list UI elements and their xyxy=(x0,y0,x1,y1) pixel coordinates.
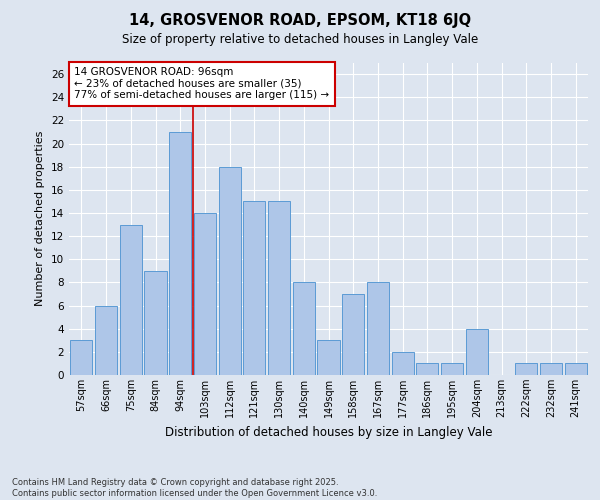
Bar xyxy=(293,282,315,375)
Bar xyxy=(268,202,290,375)
Bar xyxy=(70,340,92,375)
Text: Contains HM Land Registry data © Crown copyright and database right 2025.
Contai: Contains HM Land Registry data © Crown c… xyxy=(12,478,377,498)
Text: Size of property relative to detached houses in Langley Vale: Size of property relative to detached ho… xyxy=(122,32,478,46)
Bar xyxy=(392,352,414,375)
Bar xyxy=(95,306,117,375)
Y-axis label: Number of detached properties: Number of detached properties xyxy=(35,131,46,306)
Bar xyxy=(145,271,167,375)
Bar xyxy=(169,132,191,375)
Bar xyxy=(194,213,216,375)
Bar xyxy=(342,294,364,375)
Bar xyxy=(218,166,241,375)
Bar xyxy=(441,364,463,375)
Bar xyxy=(565,364,587,375)
Bar xyxy=(119,224,142,375)
X-axis label: Distribution of detached houses by size in Langley Vale: Distribution of detached houses by size … xyxy=(165,426,492,438)
Text: 14, GROSVENOR ROAD, EPSOM, KT18 6JQ: 14, GROSVENOR ROAD, EPSOM, KT18 6JQ xyxy=(129,12,471,28)
Bar xyxy=(243,202,265,375)
Text: 14 GROSVENOR ROAD: 96sqm
← 23% of detached houses are smaller (35)
77% of semi-d: 14 GROSVENOR ROAD: 96sqm ← 23% of detach… xyxy=(74,67,329,100)
Bar xyxy=(540,364,562,375)
Bar xyxy=(515,364,538,375)
Bar xyxy=(317,340,340,375)
Bar xyxy=(416,364,439,375)
Bar xyxy=(367,282,389,375)
Bar xyxy=(466,328,488,375)
